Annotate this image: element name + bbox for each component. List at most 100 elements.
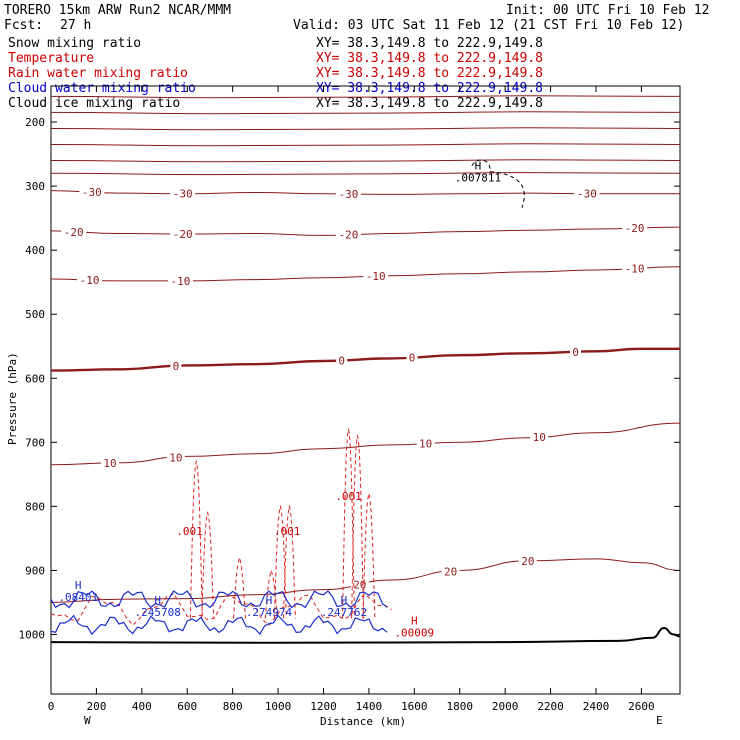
cloud-water-max-marker-3: H [75, 579, 82, 592]
legend: Snow mixing ratio XY= 38.3,149.8 to 222.… [8, 36, 543, 111]
isotherm-label-bg [335, 228, 361, 241]
legend-xy-rain: XY= 38.3,149.8 to 222.9,149.8 [316, 66, 543, 81]
cloud-ice-max-marker-0: H [475, 160, 482, 173]
x-tick-label-1600: 1600 [401, 700, 428, 713]
cloud-water-contour-a [51, 590, 388, 609]
isotherm-label-bg [170, 360, 182, 373]
legend-name-snow: Snow mixing ratio [8, 36, 141, 51]
init-time: Init: 00 UTC Fri 10 Feb 12 [506, 3, 710, 18]
isotherm-label-bg [336, 354, 348, 367]
isotherm-label-bg [170, 187, 196, 200]
isotherm-label: -20 [625, 222, 645, 235]
legend-name-rain: Rain water mixing ratio [8, 66, 188, 81]
x-axis-title: Distance (km) [320, 715, 406, 728]
isotherm-label-bg [622, 222, 648, 235]
isotherm-label: 10 [533, 431, 546, 444]
contour-layer: -30 -30 -30 -30 -20 -20 -20 -20 -10 -10 -10 -10 0 0 0 0… [51, 95, 680, 644]
x-tick-label-200: 200 [86, 700, 106, 713]
cloud-water-max-marker-1: H [266, 594, 273, 607]
isotherm-label: 0 [409, 351, 416, 364]
x-tick-label-2400: 2400 [583, 700, 610, 713]
rain-contour-label-3: .001 [335, 490, 362, 503]
isotherm-label: 0 [338, 354, 345, 367]
isotherm-label-bg [335, 188, 361, 201]
x-tick-label-2600: 2600 [628, 700, 655, 713]
rain-contour-label-1: .001 [176, 525, 203, 538]
isotherm-upper-7 [51, 172, 680, 176]
isotherm-label-bg [77, 274, 103, 287]
y-tick-label-500: 500 [25, 308, 45, 321]
legend-xy-snow: XY= 38.3,149.8 to 222.9,149.8 [316, 36, 543, 51]
isotherm-0 [51, 347, 680, 372]
cloud-ice-contour [471, 159, 525, 208]
isotherm--10 [51, 266, 680, 282]
legend-name-temperature: Temperature [8, 51, 94, 66]
isotherm-upper-6 [51, 159, 680, 163]
isotherm-label: -10 [625, 263, 645, 276]
plot-frame [50, 85, 681, 695]
cloud-water-max-value-1: .274974 [246, 606, 293, 619]
cloud-water-max-marker-0: H [154, 594, 161, 607]
isotherm-label-bg [79, 186, 105, 199]
isotherm-label: 20 [444, 566, 457, 579]
isotherm-10 [51, 422, 680, 466]
isotherm-label: -20 [64, 226, 84, 239]
isotherm-upper-3 [51, 111, 680, 115]
axes-layer: 0 200 400 600 800 1000 1200 1400 1600 1800 2000 220… [19, 86, 680, 713]
rain-plume-8 [264, 568, 278, 619]
valid-time: Valid: 03 UTC Sat 11 Feb 12 (21 CST Fri … [293, 18, 684, 33]
isotherm-upper-4 [51, 127, 680, 131]
x-tick-label-2200: 2200 [537, 700, 564, 713]
legend-xy-cloud-water: XY= 38.3,149.8 to 222.9,149.8 [316, 81, 543, 96]
rain-plume-6 [362, 491, 376, 619]
cloud-water-max-value-3: .08401 [58, 591, 98, 604]
cloud-water-contour-b [51, 614, 388, 636]
isotherm-label-bg [441, 565, 460, 578]
isotherm-label-bg [416, 437, 435, 450]
x-tick-label-2000: 2000 [492, 700, 519, 713]
isotherm-label: 0 [572, 346, 579, 359]
isotherm-label: -30 [82, 186, 102, 199]
y-tick-label-1000: 1000 [19, 628, 46, 641]
isotherm-label: -10 [80, 274, 100, 287]
rain-plume-2 [273, 504, 287, 619]
cloud-water-max-value-0: .245708 [135, 606, 181, 619]
forecast-label: Fcst: [4, 18, 43, 33]
legend-xy-cloud-ice: XY= 38.3,149.8 to 222.9,149.8 [316, 96, 543, 111]
isotherm-label: -30 [577, 188, 597, 201]
y-tick-label-800: 800 [25, 500, 45, 513]
isotherm-label-bg [166, 451, 185, 464]
cloud-ice-max-value-0: .007811 [455, 172, 501, 185]
rain-plume-7 [232, 555, 246, 619]
isotherm-label: -20 [173, 228, 193, 241]
isotherm-label: -10 [170, 275, 190, 288]
isotherm-label: 10 [419, 438, 432, 451]
cloud-water-max-marker-2: H [341, 594, 348, 607]
legend-name-cloud-ice: Cloud ice mixing ratio [8, 96, 180, 111]
isotherm-label: -20 [339, 229, 359, 242]
isotherm-label-bg [170, 228, 196, 241]
rain-plume-3 [282, 504, 296, 619]
rain-contour-label-2: .001 [274, 525, 301, 538]
rain-low-level [51, 592, 392, 627]
y-tick-label-300: 300 [25, 180, 45, 193]
y-axis-title: Pressure (hPa) [6, 352, 19, 445]
isotherm-label: 20 [521, 555, 534, 568]
rain-plume-4 [341, 427, 355, 619]
isotherm-label-bg [570, 345, 582, 358]
isotherm-label: -30 [173, 188, 193, 201]
isotherm-label: 10 [169, 451, 182, 464]
rain-plume-0 [189, 459, 203, 619]
y-tick-label-200: 200 [25, 116, 45, 129]
isotherm-upper-5 [51, 143, 680, 147]
x-tick-label-1000: 1000 [265, 700, 292, 713]
isotherm-label-bg [101, 457, 120, 470]
isotherm-label-bg [406, 351, 418, 364]
x-tick-label-400: 400 [132, 700, 152, 713]
legend-name-cloud-water: Cloud water mixing ratio [8, 81, 196, 96]
x-tick-label-1800: 1800 [446, 700, 473, 713]
y-tick-label-600: 600 [25, 372, 45, 385]
y-tick-label-900: 900 [25, 564, 45, 577]
rain-max-marker-0: H [411, 614, 418, 627]
